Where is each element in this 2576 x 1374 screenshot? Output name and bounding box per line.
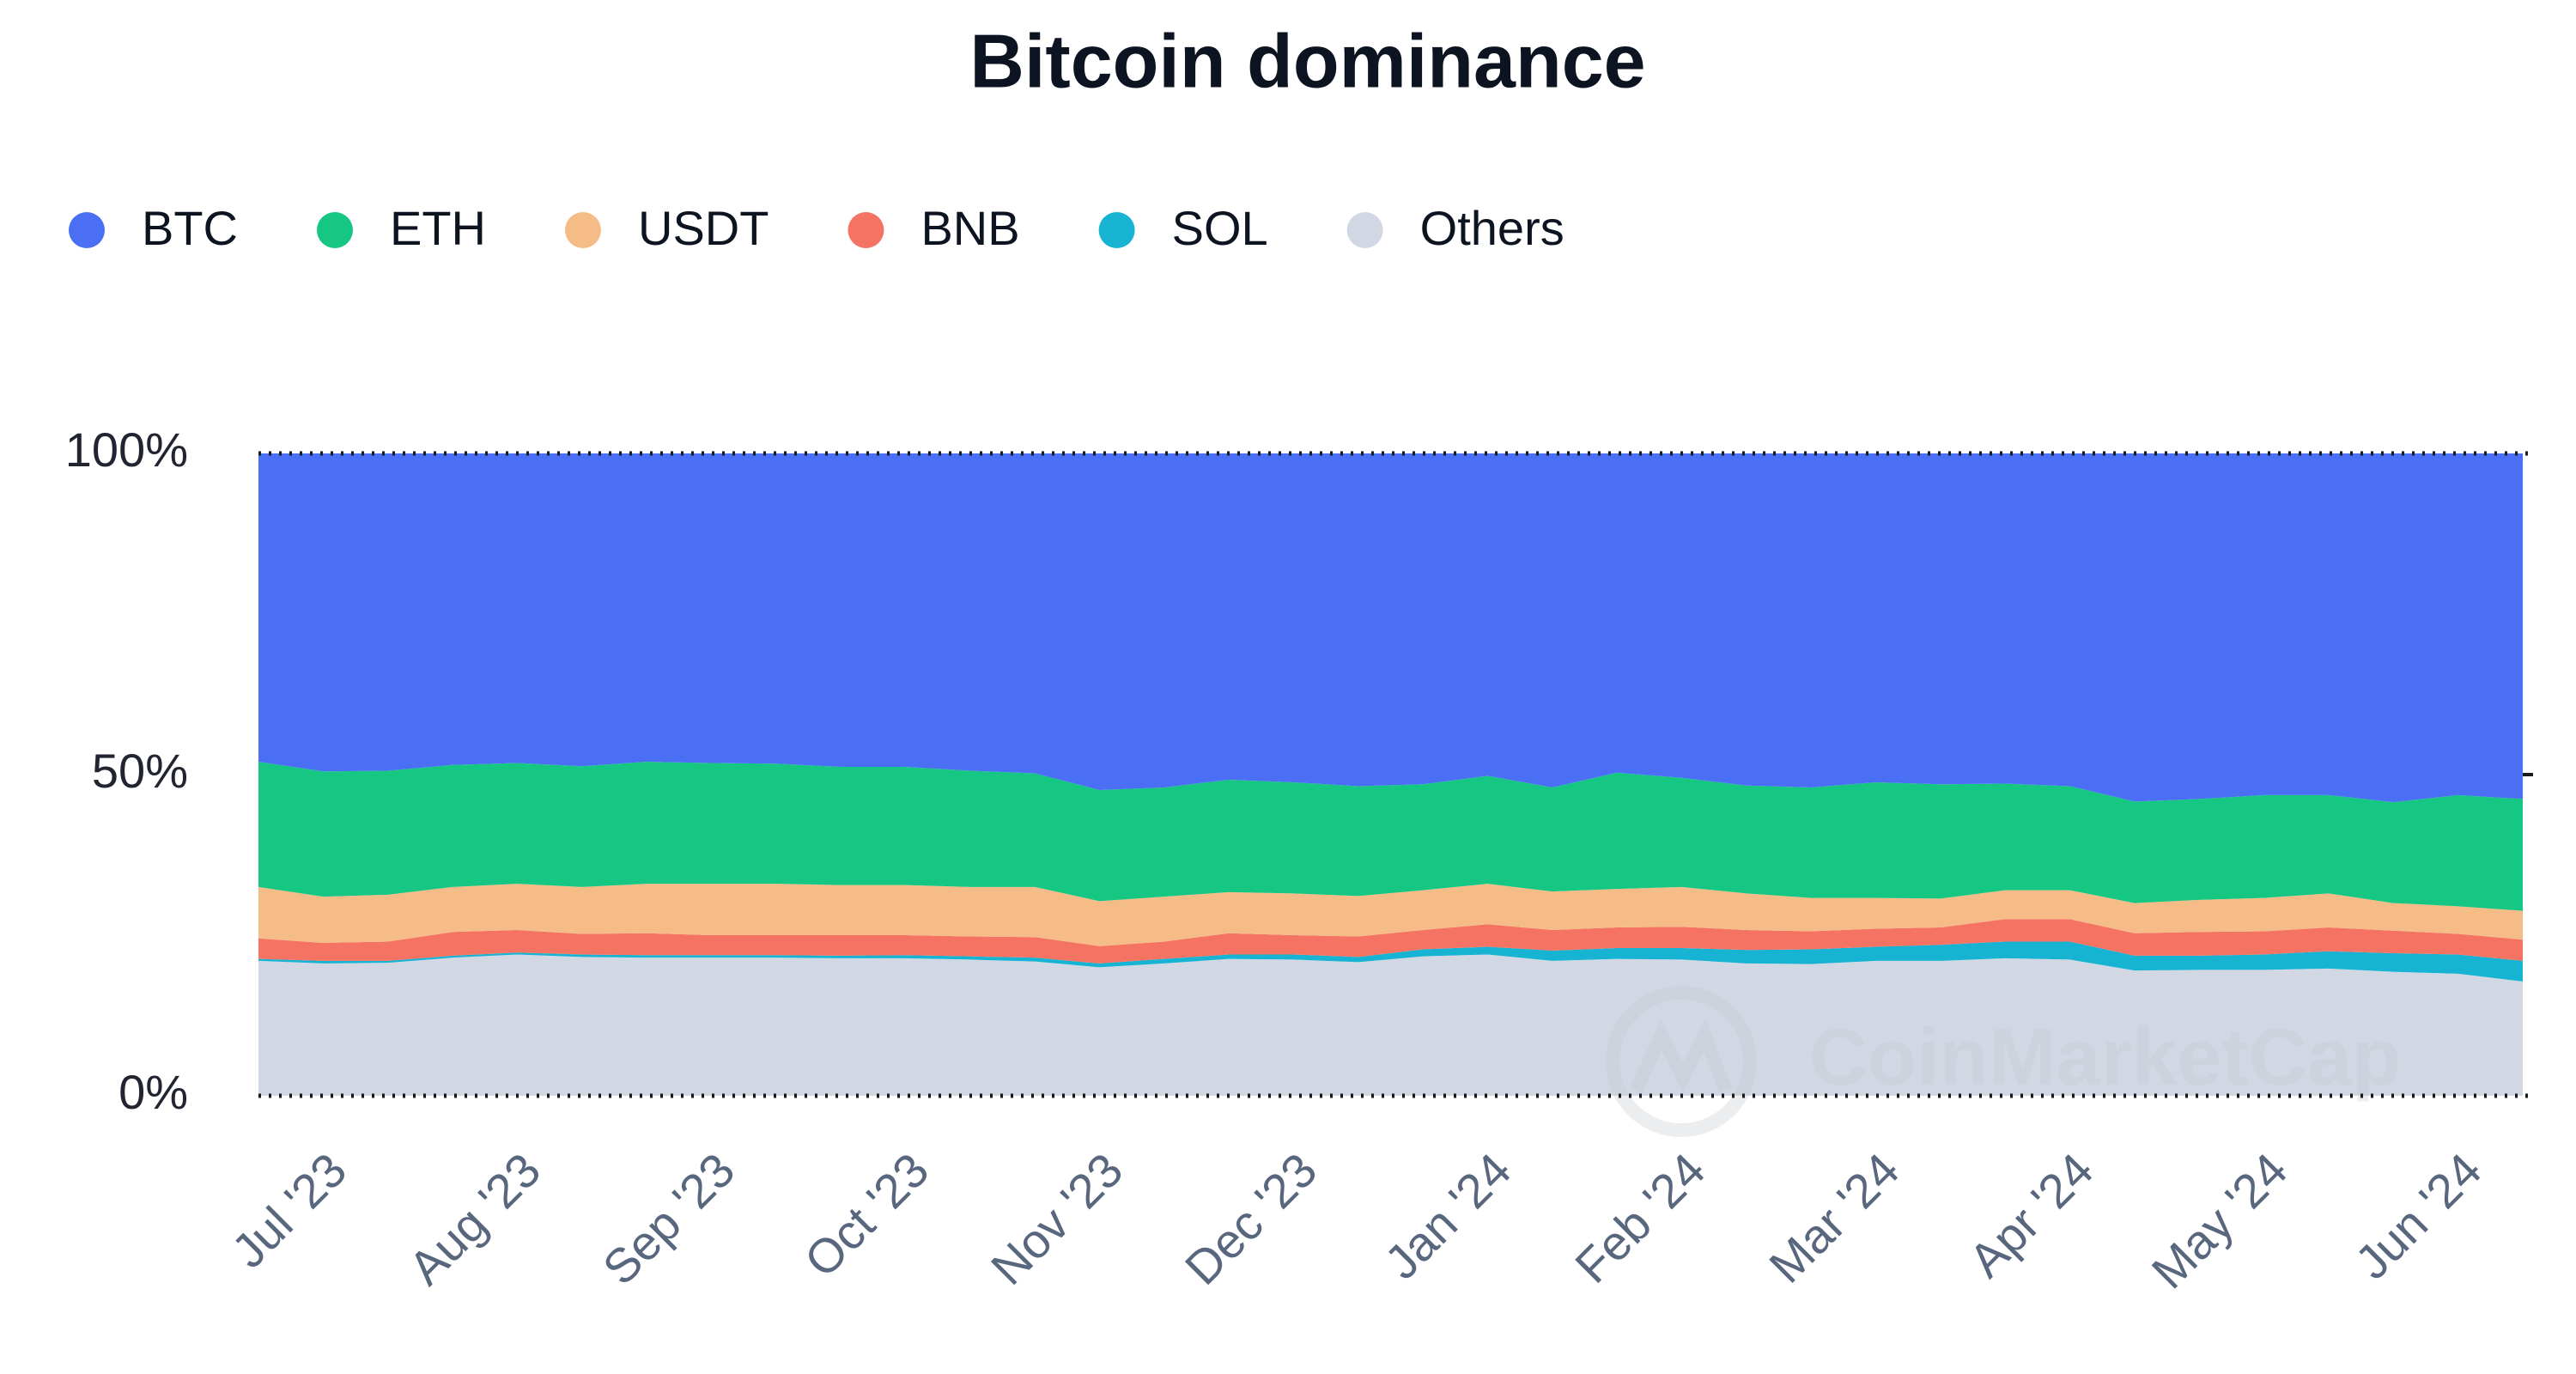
area bbox=[258, 762, 2523, 911]
y-tick-label: 100% bbox=[65, 423, 188, 477]
legend-label: SOL bbox=[1172, 201, 1268, 255]
x-tick-label: Jul '23 bbox=[222, 1142, 357, 1278]
legend-marker bbox=[317, 212, 353, 248]
x-tick-label: Sep '23 bbox=[592, 1142, 745, 1295]
y-tick-label: 50% bbox=[92, 744, 188, 798]
legend-marker bbox=[1346, 212, 1383, 248]
area bbox=[258, 453, 2523, 803]
legend-label: USDT bbox=[638, 201, 769, 255]
watermark-text: CoinMarketCap bbox=[1809, 1012, 2401, 1102]
x-tick-label: Oct '23 bbox=[794, 1142, 939, 1287]
legend-marker bbox=[1098, 212, 1135, 248]
watermark-logo bbox=[1606, 986, 1757, 1137]
x-tick-label: Mar '24 bbox=[1759, 1142, 1909, 1292]
watermark: CoinMarketCap bbox=[1606, 986, 2401, 1137]
x-tick-label: Jun '24 bbox=[2345, 1142, 2492, 1289]
watermark-logo-mark bbox=[1629, 1018, 1733, 1094]
x-tick-label: Jan '24 bbox=[1374, 1142, 1521, 1289]
area bbox=[258, 941, 2523, 982]
area bbox=[258, 919, 2523, 964]
legend-label: Others bbox=[1420, 201, 1564, 255]
x-tick-label: Feb '24 bbox=[1564, 1142, 1715, 1292]
x-tick-label: Nov '23 bbox=[981, 1142, 1133, 1295]
area bbox=[258, 954, 2523, 1096]
area bbox=[258, 884, 2523, 946]
legend-marker bbox=[565, 212, 601, 248]
legend-label: BNB bbox=[920, 201, 1019, 255]
x-tick-label: Aug '23 bbox=[398, 1142, 551, 1295]
legend-marker bbox=[69, 212, 105, 248]
y-tick-label: 0% bbox=[118, 1065, 188, 1119]
legend-label: BTC bbox=[142, 201, 238, 255]
x-tick-label: Apr '24 bbox=[1959, 1142, 2104, 1287]
legend-marker bbox=[848, 212, 884, 248]
legend-label: ETH bbox=[390, 201, 486, 255]
plot-area bbox=[258, 453, 2523, 1096]
x-tick-label: Dec '23 bbox=[1175, 1142, 1327, 1295]
x-tick-label: May '24 bbox=[2142, 1142, 2298, 1298]
chart-title: Bitcoin dominance bbox=[969, 18, 1645, 103]
